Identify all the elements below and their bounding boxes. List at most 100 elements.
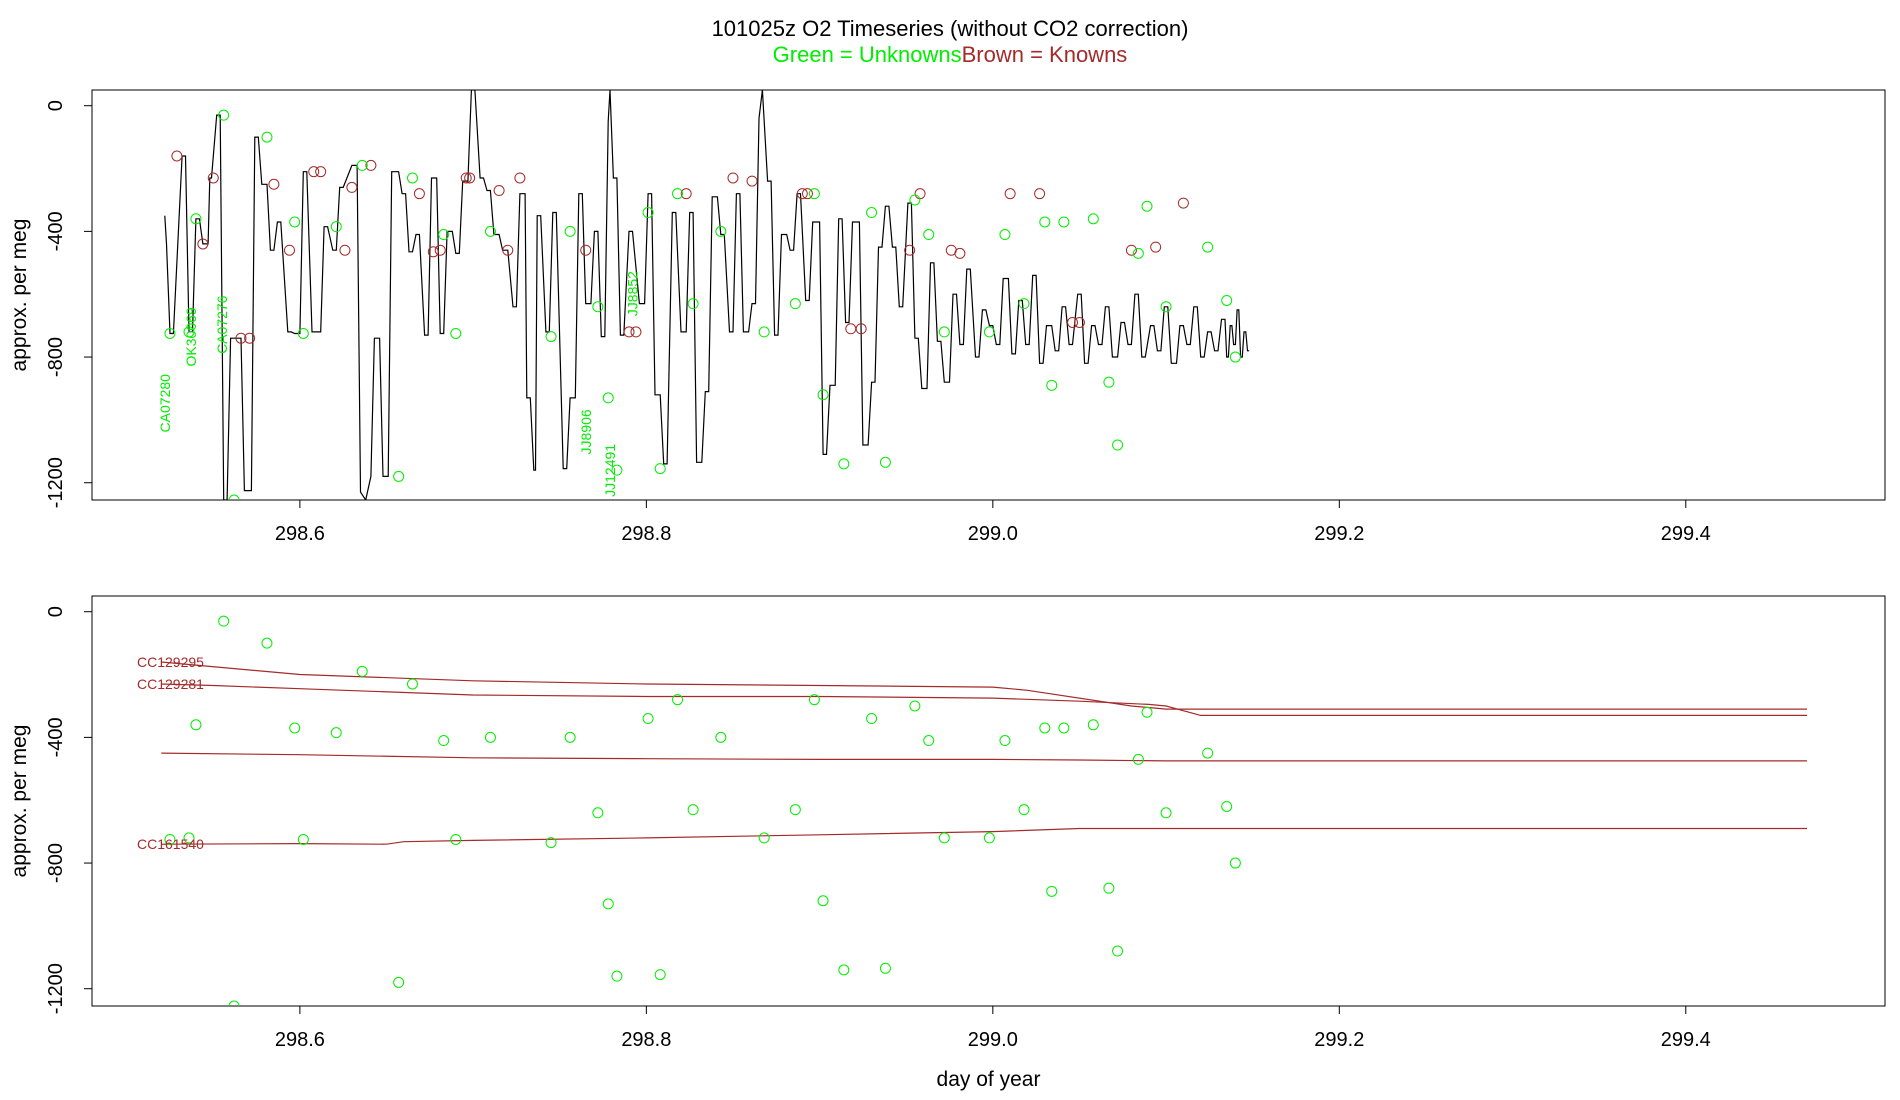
reference-tank-line	[161, 661, 1807, 710]
known-point	[680, 188, 692, 200]
unknown-point	[190, 719, 202, 731]
y-tick-label: -800	[45, 337, 67, 377]
unknown-point	[983, 832, 995, 844]
unknown-point	[297, 833, 309, 845]
unknown-point	[1039, 216, 1051, 228]
unknown-point	[1229, 351, 1241, 363]
known-point	[346, 181, 358, 193]
unknown-point	[297, 327, 309, 339]
unknown-point	[356, 665, 368, 677]
unknown-point	[1202, 747, 1214, 759]
x-tick-label: 299.2	[1314, 523, 1364, 545]
chart-subtitle: Green = UnknownsBrown = Knowns	[773, 42, 1128, 67]
known-point	[339, 244, 351, 256]
sample-label: CA07280	[157, 374, 173, 433]
sample-label: JJ12491	[602, 444, 618, 497]
unknown-point	[642, 713, 654, 725]
unknown-point	[715, 225, 727, 237]
unknown-point	[938, 832, 950, 844]
unknown-point	[1087, 719, 1099, 731]
unknown-point	[330, 727, 342, 739]
known-point	[434, 244, 446, 256]
known-point	[1150, 241, 1162, 253]
unknown-point	[1112, 945, 1124, 957]
unknown-point	[999, 229, 1011, 241]
unknown-point	[611, 970, 623, 982]
known-point	[727, 172, 739, 184]
known-point	[746, 175, 758, 187]
unknown-point	[484, 225, 496, 237]
unknown-point	[687, 804, 699, 816]
known-point	[207, 172, 219, 184]
unknown-point	[938, 326, 950, 338]
unknown-point	[1058, 722, 1070, 734]
unknown-point	[545, 837, 557, 849]
known-point	[308, 166, 320, 178]
known-point	[268, 178, 280, 190]
reference-tank-label: CC161540	[137, 836, 204, 852]
known-point	[580, 244, 592, 256]
unknown-point	[261, 637, 273, 649]
unknown-point	[789, 298, 801, 310]
unknown-point	[1132, 753, 1144, 765]
sample-label: JJ8906	[578, 409, 594, 454]
unknown-point	[1046, 885, 1058, 897]
sample-label: CA07276	[214, 295, 230, 354]
unknown-point	[602, 392, 614, 404]
x-tick-label: 298.6	[275, 1029, 325, 1051]
unknown-point	[592, 301, 604, 313]
known-point	[914, 188, 926, 200]
unknown-point	[1141, 200, 1153, 212]
y-tick-label: -1200	[45, 457, 67, 508]
y-tick-label: -400	[45, 211, 67, 251]
unknown-point	[1160, 807, 1172, 819]
unknown-point	[923, 735, 935, 747]
known-point	[427, 246, 439, 258]
unknown-point	[183, 326, 195, 338]
known-point	[365, 159, 377, 171]
y-tick-label: 0	[45, 606, 67, 617]
unknown-point	[1039, 722, 1051, 734]
unknown-point	[1087, 213, 1099, 225]
unknown-point	[592, 807, 604, 819]
unknown-point	[218, 109, 230, 121]
unknown-point	[406, 678, 418, 690]
y-tick-label: -400	[45, 717, 67, 757]
unknown-point	[438, 229, 450, 241]
y-tick-label: -1200	[45, 963, 67, 1014]
unknown-point	[564, 731, 576, 743]
unknown-point	[1221, 800, 1233, 812]
y-axis-label: approx. per meg	[8, 219, 31, 372]
legend-knowns: Brown = Knowns	[962, 42, 1128, 67]
unknown-point	[183, 832, 195, 844]
known-point	[904, 244, 916, 256]
known-point	[244, 332, 256, 344]
y-axis-label: approx. per meg	[8, 725, 31, 878]
x-tick-label: 298.6	[275, 523, 325, 545]
known-point	[1067, 316, 1079, 328]
unknown-point	[1160, 301, 1172, 313]
known-point	[514, 172, 526, 184]
known-point	[954, 247, 966, 259]
unknown-point	[817, 895, 829, 907]
unknown-point	[999, 735, 1011, 747]
unknown-point	[564, 225, 576, 237]
unknown-point	[218, 615, 230, 627]
unknown-point	[866, 207, 878, 219]
unknown-point	[1018, 298, 1030, 310]
unknown-point	[289, 216, 301, 228]
unknown-point	[484, 731, 496, 743]
known-point	[801, 188, 813, 200]
known-point	[1034, 188, 1046, 200]
unknown-point	[1103, 376, 1115, 388]
sample-label: JJ8852	[625, 271, 641, 316]
reference-tank-line	[161, 683, 1807, 717]
y-tick-label: 0	[45, 100, 67, 111]
unknown-point	[808, 188, 820, 200]
known-point	[1177, 197, 1189, 209]
unknown-point	[289, 722, 301, 734]
known-point	[623, 326, 635, 338]
known-point	[855, 323, 867, 335]
unknown-point	[545, 331, 557, 343]
o2-trace-line	[164, 90, 1250, 500]
